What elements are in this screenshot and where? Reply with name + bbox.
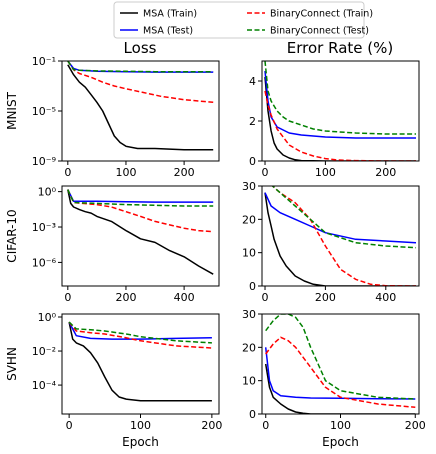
series-line-binaryconnect-test (265, 314, 416, 400)
row-label-svhn: SVHN (5, 347, 19, 381)
series-line-binaryconnect-train (271, 186, 417, 286)
series-line-binaryconnect-test (271, 186, 417, 249)
series-line-msa-train (264, 363, 416, 414)
series-line-msa-train (67, 189, 214, 275)
panel-cifar-10-error-rate: 0 200 400 0 10 20 30 (242, 180, 420, 304)
y-tick-label: 10 (242, 375, 256, 388)
x-axis-labels: Epoch Epoch (122, 435, 359, 449)
panel-svhn-loss: 0 100 200 10⁻⁴ 10⁻² 10⁰ (32, 311, 223, 432)
series-line-msa-test (67, 189, 214, 203)
series-line-binaryconnect-test (67, 189, 214, 207)
y-tick-label: 0 (249, 280, 256, 293)
legend-label-msa-test: MSA (Test) (143, 26, 193, 37)
y-tick-label: 30 (242, 180, 256, 193)
y-tick-label: 2 (249, 115, 256, 128)
series-line-binaryconnect-train (264, 90, 416, 161)
series-line-msa-test (264, 192, 417, 244)
x-tick-label: 100 (130, 419, 151, 432)
x-tick-label: 200 (201, 419, 222, 432)
row-label-cifar-10: CIFAR-10 (5, 209, 19, 262)
y-tick-label: 10⁻⁶ (32, 256, 57, 269)
axes-frame (261, 60, 420, 162)
y-tick-label: 10⁻³ (32, 221, 56, 234)
y-tick-label: 10⁻² (32, 345, 56, 358)
x-tick-label: 0 (66, 419, 73, 432)
x-tick-label: 0 (262, 419, 269, 432)
series-line-msa-train (264, 192, 416, 286)
y-tick-label: 10⁻⁹ (32, 155, 56, 168)
x-tick-label: 200 (405, 419, 426, 432)
column-title-error-rate: Error Rate (%) (287, 39, 393, 57)
row-label-mnist: MNIST (5, 91, 19, 129)
y-tick-label: 4 (249, 75, 256, 88)
series-line-msa-train (68, 321, 212, 402)
legend-frame (113, 1, 365, 39)
y-tick-label: 0 (249, 408, 256, 421)
series-line-msa-test (264, 70, 416, 139)
x-tick-label: 100 (330, 419, 351, 432)
series-line-binaryconnect-train (67, 189, 214, 233)
axes-frame (261, 185, 420, 287)
y-tick-label: 10⁻¹ (32, 55, 56, 68)
y-tick-label: 20 (242, 213, 256, 226)
legend: MSA (Train) MSA (Test) BinaryConnect (Trai… (113, 1, 373, 39)
series-group (264, 186, 417, 286)
series-line-binaryconnect-test (264, 61, 416, 135)
y-tick-label: 10⁻⁵ (32, 105, 56, 118)
series-line-msa-train (264, 76, 416, 161)
x-axis-label: Epoch (322, 435, 359, 449)
x-tick-label: 200 (375, 166, 396, 179)
series-line-binaryconnect-train (68, 321, 212, 349)
series-group (264, 314, 416, 414)
series-group (264, 61, 416, 161)
x-tick-label: 200 (174, 166, 195, 179)
x-tick-label: 100 (115, 166, 136, 179)
x-tick-label: 0 (64, 291, 71, 304)
x-tick-label: 200 (315, 291, 336, 304)
x-tick-label: 0 (262, 291, 269, 304)
x-axis-label: Epoch (122, 435, 159, 449)
x-tick-label: 100 (315, 166, 336, 179)
series-line-binaryconnect-train (265, 336, 416, 409)
x-tick-label: 400 (375, 291, 396, 304)
x-tick-label: 0 (262, 166, 269, 179)
series-line-binaryconnect-test (68, 321, 212, 344)
row-labels: MNIST CIFAR-10 SVHN (5, 91, 19, 380)
y-tick-label: 0 (249, 155, 256, 168)
series-line-msa-train (67, 64, 214, 151)
series-line-msa-test (68, 321, 212, 340)
panel-cifar-10-loss: 0 200 400 10⁻⁶ 10⁻³ 10⁰ (32, 185, 220, 304)
series-line-binaryconnect-test (67, 61, 214, 73)
legend-label-binaryconnect-train: BinaryConnect (Train) (270, 9, 373, 20)
panel-svhn-error-rate: 0 100 200 0 10 20 30 (242, 308, 426, 432)
legend-label-binaryconnect-test: BinaryConnect (Test) (270, 26, 369, 37)
column-title-loss: Loss (124, 39, 157, 57)
series-line-binaryconnect-train (67, 61, 214, 104)
y-tick-label: 10 (242, 247, 256, 260)
y-tick-label: 20 (242, 341, 256, 354)
panel-mnist-loss: 0 100 200 10⁻⁹ 10⁻⁵ 10⁻¹ (32, 55, 220, 179)
panel-mnist-error-rate: 0 100 200 0 2 4 (249, 60, 420, 179)
series-group (67, 61, 214, 151)
y-tick-label: 10⁰ (38, 311, 57, 324)
y-tick-label: 10⁰ (38, 186, 57, 199)
series-group (68, 321, 212, 402)
y-tick-label: 30 (242, 308, 256, 321)
x-tick-label: 200 (115, 291, 136, 304)
series-line-msa-test (264, 347, 416, 400)
y-tick-label: 10⁻⁴ (32, 379, 57, 392)
x-tick-label: 400 (174, 291, 195, 304)
axes-frame (61, 185, 220, 287)
legend-label-msa-train: MSA (Train) (143, 9, 197, 20)
series-group (67, 189, 214, 275)
x-tick-label: 0 (64, 166, 71, 179)
column-titles: Loss Error Rate (%) (124, 39, 394, 57)
